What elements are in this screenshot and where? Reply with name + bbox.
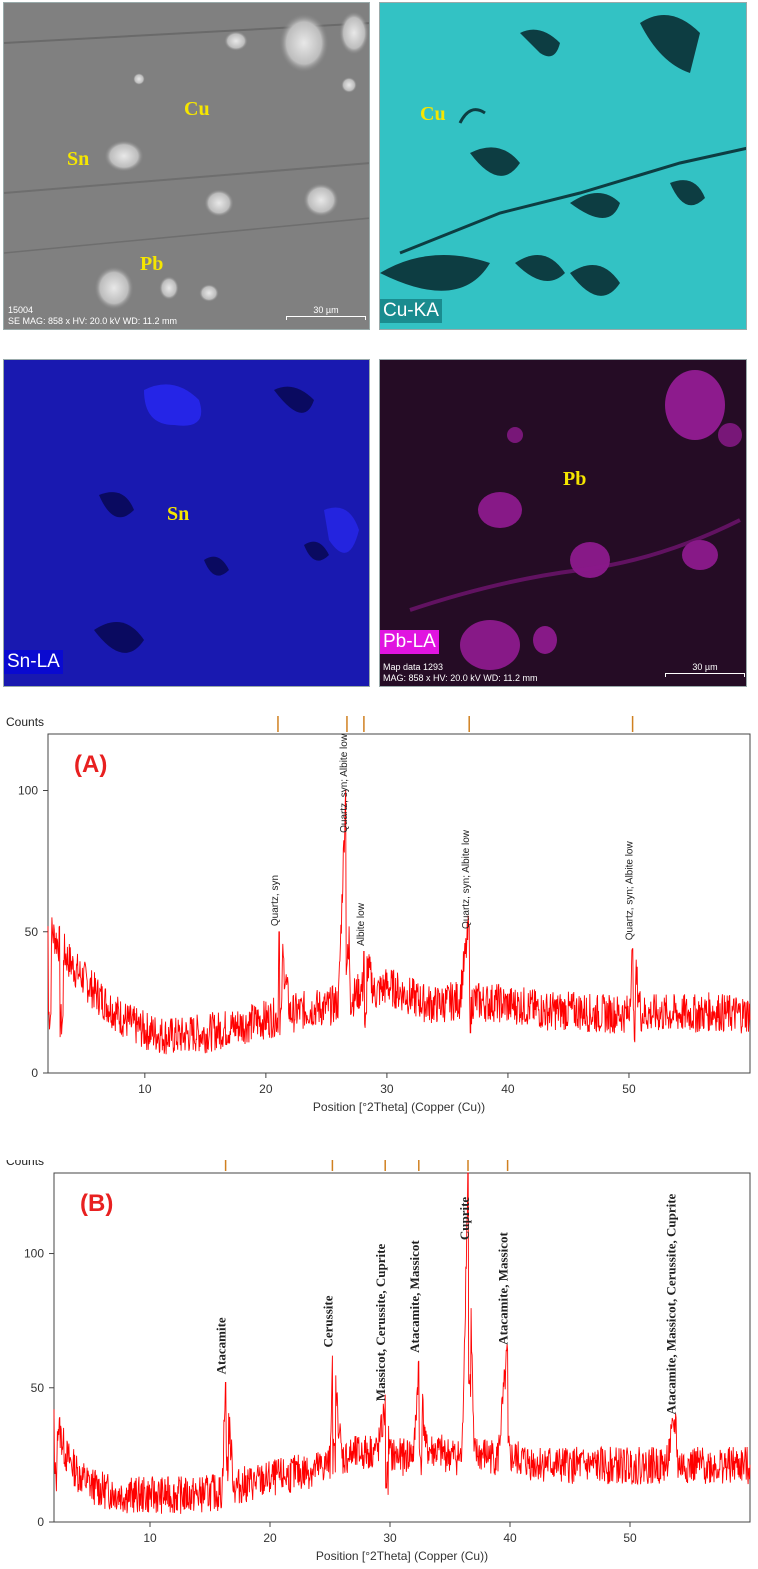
x-tick-label: 20 <box>259 1082 273 1096</box>
y-axis-label: Counts <box>6 1160 44 1168</box>
peak-annotation: Quartz, syn; Albite low <box>625 841 636 941</box>
x-tick-label: 30 <box>380 1082 394 1096</box>
peak-annotation: Atacamite, Massicot <box>407 1240 422 1353</box>
cu-region-label: Cu <box>184 98 210 120</box>
peak-annotation: Cerussite <box>320 1295 335 1347</box>
cu-map-image <box>380 3 746 329</box>
x-tick-label: 30 <box>383 1531 397 1545</box>
peak-annotation: Atacamite, Massicot <box>496 1232 511 1345</box>
plot-frame <box>47 733 751 1074</box>
panel-label: (A) <box>74 751 107 778</box>
cu-map: Cu Cu-KA <box>379 2 747 330</box>
peak-annotation: Albite low <box>356 902 367 946</box>
se-micrograph-image <box>4 3 369 329</box>
se-scale-bar: 30 µm <box>286 305 366 320</box>
pb-map-element-label: Pb <box>563 468 587 490</box>
pb-image-id: Map data 1293 <box>383 662 444 672</box>
y-axis-label: Counts <box>6 715 44 729</box>
xrd-chart-b: Counts Position [°2Theta] (Copper (Cu)) (B… <box>6 1160 751 1563</box>
x-axis-label: Position [°2Theta] (Copper (Cu)) <box>313 1100 485 1114</box>
peak-annotation: Atacamite <box>214 1317 229 1374</box>
sn-map-element-label: Sn <box>167 503 190 525</box>
x-tick-label: 40 <box>501 1082 515 1096</box>
y-tick-label: 100 <box>24 1247 44 1261</box>
y-tick-label: 50 <box>25 925 39 939</box>
peak-annotation: Atacamite, Massicot, Cerussite, Cuprite <box>664 1193 679 1414</box>
pb-region-label: Pb <box>140 253 164 275</box>
x-tick-label: 10 <box>138 1082 152 1096</box>
peak-annotation: Quartz, syn <box>270 875 281 926</box>
pb-footer: Map data 1293 MAG: 858 x HV: 20.0 kV WD:… <box>383 662 538 684</box>
pb-scale-label: 30 µm <box>692 662 718 672</box>
sn-region-label: Sn <box>67 148 90 170</box>
sn-map-label: Sn-LA <box>4 650 63 674</box>
xrd-series-line <box>47 790 751 1055</box>
xrd-series-line <box>53 1172 751 1514</box>
x-tick-label: 20 <box>263 1531 277 1545</box>
peak-annotation: Quartz, syn; Albite low <box>339 733 350 833</box>
y-tick-label: 100 <box>18 784 38 798</box>
peak-annotation: Massicot, Cerussite, Cuprite <box>373 1244 388 1402</box>
peak-annotation: Cuprite <box>457 1197 472 1241</box>
pb-map: Pb Pb-LA Map data 1293 MAG: 858 x HV: 20… <box>379 359 747 687</box>
pb-image-params: MAG: 858 x HV: 20.0 kV WD: 11.2 mm <box>383 673 538 683</box>
xrd-chart-a: Counts Position [°2Theta] (Copper (Cu)) (A… <box>6 715 751 1114</box>
pb-scale-bar: 30 µm <box>665 662 745 677</box>
peak-annotation: Quartz, syn; Albite low <box>461 829 472 929</box>
se-footer: 15004 SE MAG: 858 x HV: 20.0 kV WD: 11.2… <box>8 305 177 327</box>
y-tick-label: 0 <box>37 1515 44 1529</box>
x-tick-label: 10 <box>143 1531 157 1545</box>
y-tick-label: 50 <box>31 1381 45 1395</box>
se-image-id: 15004 <box>8 305 34 315</box>
y-tick-label: 0 <box>31 1066 38 1080</box>
pb-map-label: Pb-LA <box>380 630 439 654</box>
panel-label: (B) <box>80 1190 113 1217</box>
x-tick-label: 40 <box>503 1531 517 1545</box>
x-tick-label: 50 <box>622 1082 636 1096</box>
cu-map-element-label: Cu <box>420 103 446 125</box>
pb-map-image <box>380 360 746 686</box>
plot-frame <box>53 1172 751 1523</box>
se-image-params: SE MAG: 858 x HV: 20.0 kV WD: 11.2 mm <box>8 316 178 326</box>
se-micrograph: Cu Sn Pb 15004 SE MAG: 858 x HV: 20.0 kV… <box>3 2 370 330</box>
x-tick-label: 50 <box>623 1531 637 1545</box>
cu-map-label: Cu-KA <box>380 299 442 323</box>
x-axis-label: Position [°2Theta] (Copper (Cu)) <box>316 1549 488 1563</box>
se-scale-label: 30 µm <box>313 305 339 315</box>
sn-map: Sn Sn-LA <box>3 359 370 687</box>
sn-map-image <box>4 360 369 686</box>
